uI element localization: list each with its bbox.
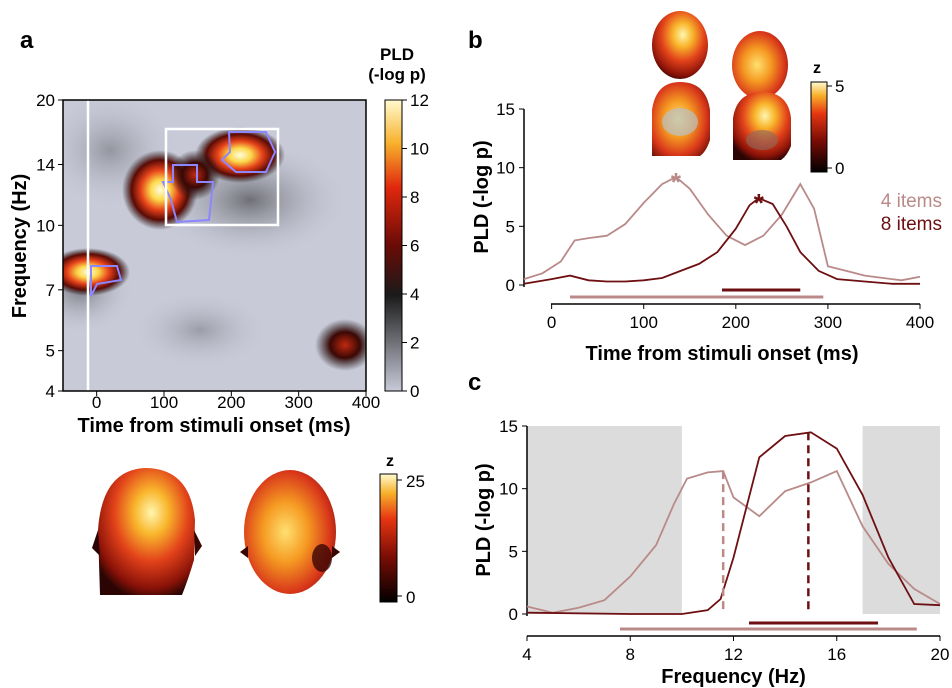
y-tick-label: 15 (496, 100, 515, 119)
panel-label-b: b (468, 27, 483, 54)
y-axis-label: PLD (-log p) (471, 140, 493, 253)
heatmap-y-tick-label: 5 (46, 342, 55, 361)
y-tick-label: 5 (506, 217, 515, 236)
heatmap-y-tick-label: 4 (46, 382, 55, 401)
topo-heads-b: z 5 0 (652, 11, 844, 178)
legend-4-items: 4 items (881, 191, 942, 212)
heatmap-y-tick-label: 7 (46, 281, 55, 300)
heatmap-y-ticks: 20 14 10 7 5 4 (36, 91, 63, 401)
roi-box (164, 127, 280, 227)
peak-marker: * (671, 167, 682, 197)
panel-label-c: c (468, 369, 481, 396)
heatmap-y-tick-label: 14 (36, 155, 55, 174)
topo-colorbar-b-tick-5: 5 (835, 77, 844, 96)
colorbar-tick-label: 0 (410, 382, 419, 401)
x-tick-label: 100 (630, 313, 658, 332)
y-axis-label: PLD (-log p) (473, 463, 495, 576)
y-tick-label: 0 (509, 605, 518, 624)
shaded-region (862, 426, 940, 614)
colorbar-tick-label: 6 (410, 237, 419, 256)
heatmap-x-tick-label: 100 (150, 393, 178, 412)
y-tick-label: 10 (499, 480, 518, 499)
colorbar-title-line1: PLD (380, 45, 414, 64)
heatmap-blob-5hz (315, 319, 366, 371)
topo-heads-a: z 25 0 (92, 453, 425, 607)
roi-outline-7hz (90, 265, 123, 297)
colorbar-tick-label: 12 (410, 91, 429, 110)
topo-colorbar-b-tick-0: 0 (835, 159, 844, 178)
x-tick-label: 8 (626, 645, 635, 664)
timecourse-panel: z 5 0 0 5 10 15 0 100 200 300 400 Time from stimu… (471, 11, 942, 365)
x-tick-label: 12 (724, 645, 743, 664)
colorbar-tick-label: 4 (410, 285, 419, 304)
x-tick-label: 4 (522, 645, 531, 664)
topo-colorbar-a-tick-0: 0 (406, 588, 415, 607)
x-tick-label: 20 (931, 645, 950, 664)
heatmap-colorbar: PLD (-log p) 12 10 8 6 4 2 0 (368, 45, 429, 401)
heatmap-blob-7hz (63, 248, 130, 296)
x-axis-label: Frequency (Hz) (661, 666, 805, 688)
heatmap-x-tick-label: 300 (284, 393, 312, 412)
legend-8-items: 8 items (881, 214, 942, 235)
y-tick-label: 5 (509, 542, 518, 561)
heatmap-x-tick-label: 400 (352, 393, 380, 412)
topo-head-back-view (98, 468, 195, 595)
colorbar-title-line2: (-log p) (368, 65, 426, 84)
x-tick-label: 0 (547, 313, 556, 332)
heatmap-blobs (63, 100, 366, 391)
topo-colorbar-b-title: z (813, 60, 821, 77)
colorbar-tick-label: 8 (410, 188, 419, 207)
topo-colorbar-a-tick-25: 25 (406, 472, 425, 491)
x-tick-label: 400 (906, 313, 934, 332)
x-tick-label: 200 (722, 313, 750, 332)
heatmap-x-ticks: 0 100 200 300 400 (92, 391, 380, 412)
heatmap-y-label: Frequency (Hz) (9, 174, 31, 318)
x-axis-label: Time from stimuli onset (ms) (585, 343, 858, 365)
heatmap-x-tick-label: 0 (92, 393, 101, 412)
heatmap-y-tick-label: 20 (36, 91, 55, 110)
panel-label-a: a (20, 27, 34, 54)
y-tick-label: 0 (506, 276, 515, 295)
shaded-region (527, 426, 682, 614)
colorbar-tick-label: 10 (410, 140, 429, 159)
peak-marker: * (754, 188, 765, 218)
topo-head-top-view (244, 470, 336, 594)
roi-outline-12hz (161, 164, 215, 224)
y-tick-label: 15 (499, 417, 518, 436)
heatmap-x-tick-label: 200 (217, 393, 245, 412)
topo-head-b-8items-top (732, 31, 788, 99)
x-tick-label: 300 (814, 313, 842, 332)
colorbar-tick-label: 2 (410, 334, 419, 353)
roi-outline-15hz (220, 131, 277, 173)
spectrum-panel: 0 5 10 15 4 8 12 16 20 Frequency (Hz) PLD (-log p) (473, 417, 949, 688)
topo-head-b-4items-top (652, 11, 708, 79)
heatmap-panel: 20 14 10 7 5 4 0 100 200 300 400 Time from stimul… (9, 91, 380, 437)
series-line-8-items (526, 431, 941, 615)
series-line-8-items (523, 197, 920, 285)
series-line-4-items (526, 469, 941, 614)
heatmap-y-tick-label: 10 (36, 216, 55, 235)
x-tick-label: 16 (827, 645, 846, 664)
y-tick-label: 10 (496, 159, 515, 178)
heatmap-x-label: Time from stimuli onset (ms) (77, 415, 350, 437)
topo-colorbar-a-title: z (386, 453, 394, 470)
series-line-4-items (523, 176, 921, 282)
